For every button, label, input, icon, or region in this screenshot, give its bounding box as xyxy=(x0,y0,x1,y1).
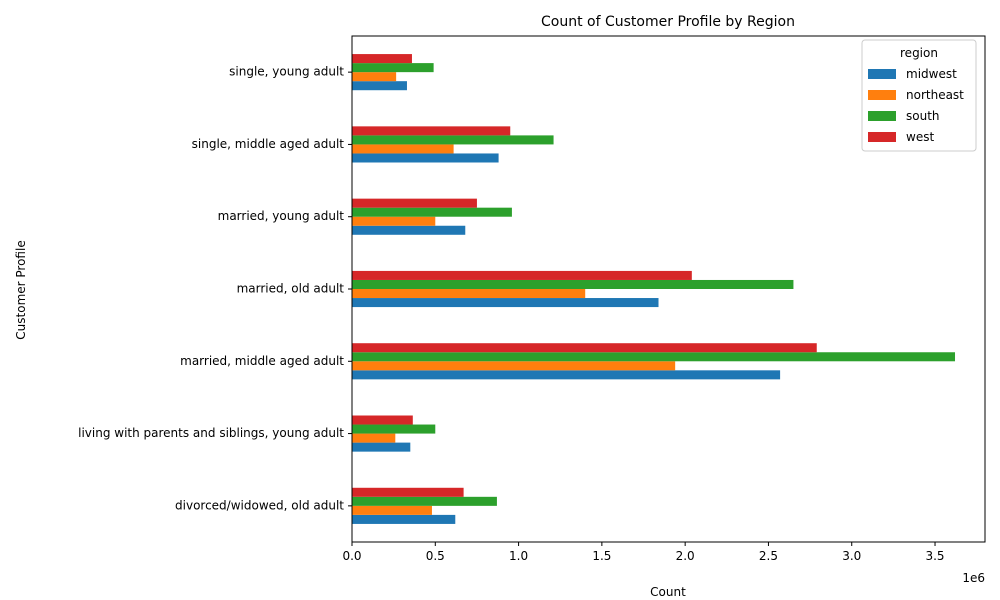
bar-west-4 xyxy=(352,198,477,208)
bar-midwest-3 xyxy=(352,298,659,308)
bar-west-0 xyxy=(352,487,464,497)
x-tick-label: 1.5 xyxy=(592,549,611,563)
plot-area: divorced/widowed, old adult living with p… xyxy=(78,35,986,563)
bar-northeast-4 xyxy=(352,216,436,226)
legend-swatch-midwest xyxy=(868,69,896,79)
x-tick-label: 2.0 xyxy=(676,549,695,563)
x-axis-title: Count xyxy=(650,585,686,599)
legend-label-south: south xyxy=(906,109,940,123)
bar-south-5 xyxy=(352,135,554,145)
bar-midwest-6 xyxy=(352,81,407,91)
bar-west-3 xyxy=(352,270,692,280)
y-tick-label: divorced/widowed, old adult xyxy=(175,498,344,512)
y-tick-label: married, old adult xyxy=(237,282,345,296)
bar-south-2 xyxy=(352,352,956,362)
legend-label-northeast: northeast xyxy=(906,88,964,102)
bar-west-1 xyxy=(352,415,413,425)
x-axis-scale-label: 1e6 xyxy=(962,571,985,585)
bar-northeast-1 xyxy=(352,433,396,443)
bar-northeast-2 xyxy=(352,361,676,371)
bar-south-3 xyxy=(352,279,794,289)
chart-title: Count of Customer Profile by Region xyxy=(541,14,795,30)
x-tick-label: 0.5 xyxy=(426,549,445,563)
axes-frame xyxy=(351,35,986,543)
bar-northeast-5 xyxy=(352,144,454,154)
x-tick-label: 1.0 xyxy=(509,549,528,563)
legend-frame xyxy=(861,39,977,152)
x-tick-label: 3.0 xyxy=(842,549,861,563)
x-tick-label: 2.5 xyxy=(759,549,778,563)
legend-label-midwest: midwest xyxy=(906,67,957,81)
y-tick-label: single, young adult xyxy=(229,65,344,79)
bar-west-2 xyxy=(352,343,817,353)
bar-northeast-3 xyxy=(352,289,586,299)
legend-swatch-west xyxy=(868,132,896,142)
legend-swatch-south xyxy=(868,111,896,121)
bar-midwest-4 xyxy=(352,225,466,235)
legend-title: region xyxy=(900,46,938,60)
y-tick-label: single, middle aged adult xyxy=(192,137,345,151)
y-axis-title: Customer Profile xyxy=(14,240,28,339)
bar-midwest-2 xyxy=(352,370,781,380)
bar-midwest-1 xyxy=(352,442,411,452)
bar-midwest-0 xyxy=(352,514,456,524)
bar-south-4 xyxy=(352,207,512,217)
y-tick-label: married, young adult xyxy=(218,209,345,223)
y-tick-label: living with parents and siblings, young … xyxy=(78,426,344,440)
y-tick-label: married, middle aged adult xyxy=(180,354,344,368)
bar-northeast-0 xyxy=(352,505,432,515)
bar-northeast-6 xyxy=(352,72,397,82)
legend: region midwest northeast south west xyxy=(861,39,977,152)
bar-south-6 xyxy=(352,63,434,73)
legend-label-west: west xyxy=(906,130,934,144)
x-tick-label: 3.5 xyxy=(925,549,944,563)
bar-west-5 xyxy=(352,126,511,136)
bar-south-0 xyxy=(352,496,497,506)
bar-midwest-5 xyxy=(352,153,499,163)
bar-west-6 xyxy=(352,54,412,64)
x-tick-label: 0.0 xyxy=(342,549,361,563)
legend-swatch-northeast xyxy=(868,90,896,100)
bar-south-1 xyxy=(352,424,436,434)
